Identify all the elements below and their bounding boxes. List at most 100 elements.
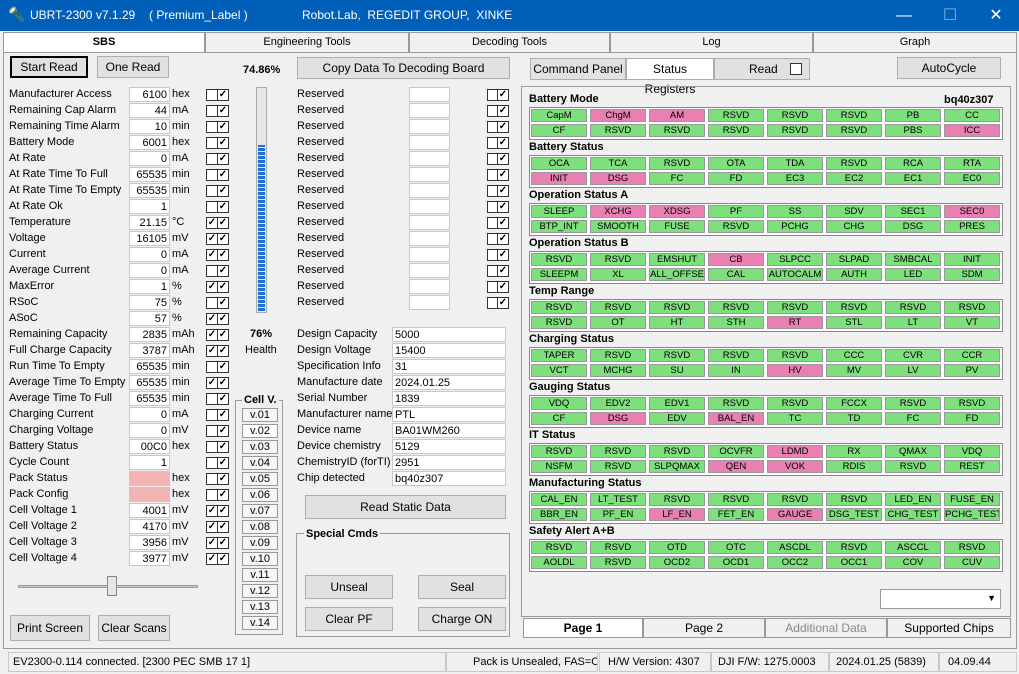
param-checkbox-2[interactable]: ✓ (217, 185, 229, 197)
read-toggle[interactable]: Read (714, 58, 810, 80)
param-checkbox-2[interactable]: ✓ (217, 553, 229, 565)
tab-engineering-tools[interactable]: Engineering Tools (205, 32, 409, 52)
register-bit: SLEEPM (531, 268, 587, 281)
cellv-button[interactable]: v.14 (242, 616, 278, 630)
read-checkbox[interactable] (790, 63, 802, 75)
page-2-tab[interactable]: Page 2 (643, 618, 765, 638)
param-checkbox-2[interactable]: ✓ (217, 409, 229, 421)
param-checkbox-2[interactable]: ✓ (217, 105, 229, 117)
reserved-checkbox-2[interactable]: ✓ (497, 201, 509, 213)
autocycle-button[interactable]: AutoCycle (897, 57, 1001, 79)
param-checkbox-2[interactable]: ✓ (217, 345, 229, 357)
seal-button[interactable]: Seal (418, 575, 506, 599)
print-screen-button[interactable]: Print Screen (10, 615, 90, 641)
maximize-icon[interactable]: ☐ (942, 7, 958, 24)
status-registers-tab[interactable]: Status Registers (626, 58, 714, 96)
cellv-button[interactable]: v.13 (242, 600, 278, 614)
param-checkbox-2[interactable]: ✓ (217, 201, 229, 213)
reserved-checkbox-2[interactable]: ✓ (497, 105, 509, 117)
param-checkbox-2[interactable]: ✓ (217, 393, 229, 405)
param-checkbox-2[interactable]: ✓ (217, 265, 229, 277)
cellv-button[interactable]: v.05 (242, 472, 278, 486)
param-checkbox-1[interactable]: ✓ (206, 553, 218, 565)
cellv-button[interactable]: v.03 (242, 440, 278, 454)
param-checkbox-2[interactable]: ✓ (217, 505, 229, 517)
cellv-button[interactable]: v.04 (242, 456, 278, 470)
reserved-checkbox-2[interactable]: ✓ (497, 265, 509, 277)
chip-label: bq40z307 (944, 94, 994, 106)
cellv-button[interactable]: v.02 (242, 424, 278, 438)
cellv-button[interactable]: v.11 (242, 568, 278, 582)
param-checkbox-2[interactable]: ✓ (217, 137, 229, 149)
cellv-button[interactable]: v.08 (242, 520, 278, 534)
copy-to-decoding-button[interactable]: Copy Data To Decoding Board (297, 57, 510, 79)
param-checkbox-2[interactable]: ✓ (217, 313, 229, 325)
supported-chips-tab[interactable]: Supported Chips (887, 618, 1011, 638)
param-checkbox-2[interactable]: ✓ (217, 489, 229, 501)
register-bit: CVR (885, 349, 941, 362)
reserved-checkbox-2[interactable]: ✓ (497, 185, 509, 197)
reserved-checkbox-2[interactable]: ✓ (497, 169, 509, 181)
param-checkbox-2[interactable]: ✓ (217, 521, 229, 533)
additional-data-tab[interactable]: Additional Data (765, 618, 887, 638)
reserved-checkbox-2[interactable]: ✓ (497, 249, 509, 261)
reserved-checkbox-2[interactable]: ✓ (497, 297, 509, 309)
cellv-button[interactable]: v.10 (242, 552, 278, 566)
cellv-button[interactable]: v.07 (242, 504, 278, 518)
param-checkbox-2[interactable]: ✓ (217, 377, 229, 389)
tab-graph[interactable]: Graph (813, 32, 1017, 52)
param-checkbox-2[interactable]: ✓ (217, 361, 229, 373)
register-section-title: Safety Alert A+B (529, 525, 615, 537)
cellv-button[interactable]: v.06 (242, 488, 278, 502)
register-bit: OCA (531, 157, 587, 170)
slider-thumb[interactable] (107, 576, 117, 596)
page-1-tab[interactable]: Page 1 (523, 618, 643, 638)
cellv-button[interactable]: v.09 (242, 536, 278, 550)
param-checkbox-1[interactable]: ✓ (206, 537, 218, 549)
unseal-button[interactable]: Unseal (305, 575, 393, 599)
tab-decoding-tools[interactable]: Decoding Tools (409, 32, 610, 52)
cellv-button[interactable]: v.01 (242, 408, 278, 422)
cellv-button[interactable]: v.12 (242, 584, 278, 598)
cellv-title: Cell V. (242, 393, 279, 408)
param-checkbox-2[interactable]: ✓ (217, 217, 229, 229)
reserved-checkbox-2[interactable]: ✓ (497, 137, 509, 149)
param-checkbox-2[interactable]: ✓ (217, 281, 229, 293)
reserved-checkbox-2[interactable]: ✓ (497, 89, 509, 101)
param-checkbox-2[interactable]: ✓ (217, 249, 229, 261)
reserved-checkbox-2[interactable]: ✓ (497, 233, 509, 245)
command-panel-tab[interactable]: Command Panel (530, 58, 626, 80)
param-checkbox-2[interactable]: ✓ (217, 297, 229, 309)
minimize-icon[interactable]: — (896, 7, 912, 24)
reserved-label: Reserved (297, 232, 345, 244)
tab-sbs[interactable]: SBS (3, 32, 205, 53)
param-checkbox-2[interactable]: ✓ (217, 457, 229, 469)
reserved-checkbox-2[interactable]: ✓ (497, 121, 509, 133)
reserved-checkbox-2[interactable]: ✓ (497, 217, 509, 229)
start-read-button[interactable]: Start Read (10, 56, 88, 78)
param-checkbox-2[interactable]: ✓ (217, 329, 229, 341)
register-bit: RSVD (531, 301, 587, 314)
param-checkbox-2[interactable]: ✓ (217, 233, 229, 245)
param-checkbox-2[interactable]: ✓ (217, 89, 229, 101)
read-static-button[interactable]: Read Static Data (305, 495, 506, 519)
reserved-checkbox-2[interactable]: ✓ (497, 281, 509, 293)
close-icon[interactable]: ✕ (989, 7, 1003, 24)
clear-pf-button[interactable]: Clear PF (305, 607, 393, 631)
one-read-button[interactable]: One Read (97, 56, 169, 78)
param-checkbox-2[interactable]: ✓ (217, 425, 229, 437)
param-checkbox-2[interactable]: ✓ (217, 169, 229, 181)
param-checkbox-2[interactable]: ✓ (217, 153, 229, 165)
param-checkbox-2[interactable]: ✓ (217, 473, 229, 485)
param-checkbox-2[interactable]: ✓ (217, 441, 229, 453)
reserved-checkbox-2[interactable]: ✓ (497, 153, 509, 165)
register-bit: RSVD (826, 301, 882, 314)
param-checkbox-2[interactable]: ✓ (217, 121, 229, 133)
reserved-label: Reserved (297, 216, 345, 228)
tab-log[interactable]: Log (610, 32, 813, 52)
clear-scans-button[interactable]: Clear Scans (98, 615, 170, 641)
chip-dropdown[interactable]: ▼ (880, 589, 1001, 609)
param-checkbox-2[interactable]: ✓ (217, 537, 229, 549)
param-checkbox-1[interactable]: ✓ (206, 329, 218, 341)
charge-on-button[interactable]: Charge ON (418, 607, 506, 631)
